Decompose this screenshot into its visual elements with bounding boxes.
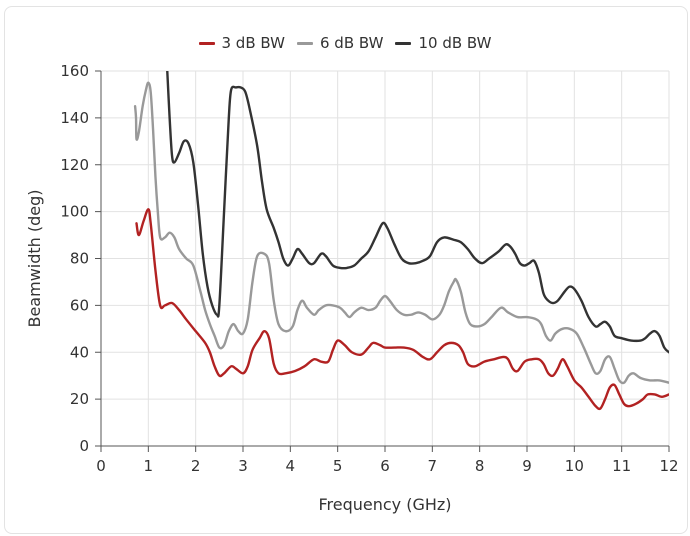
- x-tick-label: 7: [428, 457, 438, 475]
- x-tick-label: 4: [286, 457, 296, 475]
- y-tick-label: 80: [70, 250, 89, 268]
- legend-label-3db: 3 dB BW: [221, 34, 285, 52]
- legend-label-6db: 6 dB BW: [319, 34, 384, 52]
- y-tick-label: 140: [60, 109, 89, 127]
- series-line-6db: [133, 81, 669, 385]
- x-tick-label: 1: [144, 457, 154, 475]
- x-tick-label: 11: [612, 457, 631, 475]
- y-tick-label: 160: [60, 62, 89, 80]
- legend-swatch-6db: [296, 41, 313, 45]
- y-tick-label: 100: [60, 203, 89, 221]
- x-tick-label: 5: [333, 457, 343, 475]
- legend-label-10db: 10 dB BW: [418, 34, 492, 52]
- legend-swatch-10db: [395, 41, 412, 45]
- x-tick-label: 9: [522, 457, 532, 475]
- series-line-3db: [135, 208, 669, 411]
- x-axis-title: Frequency (GHz): [318, 495, 451, 514]
- legend-item-3db[interactable]: 3 dB BW: [198, 34, 285, 52]
- x-tick-label: 2: [191, 457, 201, 475]
- legend-swatch-3db: [198, 41, 215, 45]
- legend-item-6db[interactable]: 6 dB BW: [296, 34, 384, 52]
- y-axis-title: Beamwidth (deg): [25, 189, 44, 327]
- y-tick-label: 20: [70, 390, 89, 408]
- x-tick-label: 0: [96, 457, 106, 475]
- legend-item-10db[interactable]: 10 dB BW: [395, 34, 492, 52]
- y-tick-label: 0: [79, 437, 89, 455]
- y-tick-label: 60: [70, 296, 89, 314]
- axis-labels: Frequency (GHz) Beamwidth (deg): [25, 189, 452, 514]
- x-tick-label: 3: [238, 457, 248, 475]
- x-tick-label: 12: [659, 457, 678, 475]
- y-tick-label: 120: [60, 156, 89, 174]
- x-tick-label: 8: [475, 457, 485, 475]
- series-lines: [133, 71, 669, 411]
- chart-legend: 3 dB BW 6 dB BW 10 dB BW: [0, 34, 690, 52]
- x-tick-label: 10: [565, 457, 584, 475]
- x-tick-label: 6: [380, 457, 390, 475]
- series-line-10db: [166, 71, 669, 354]
- y-tick-label: 40: [70, 343, 89, 361]
